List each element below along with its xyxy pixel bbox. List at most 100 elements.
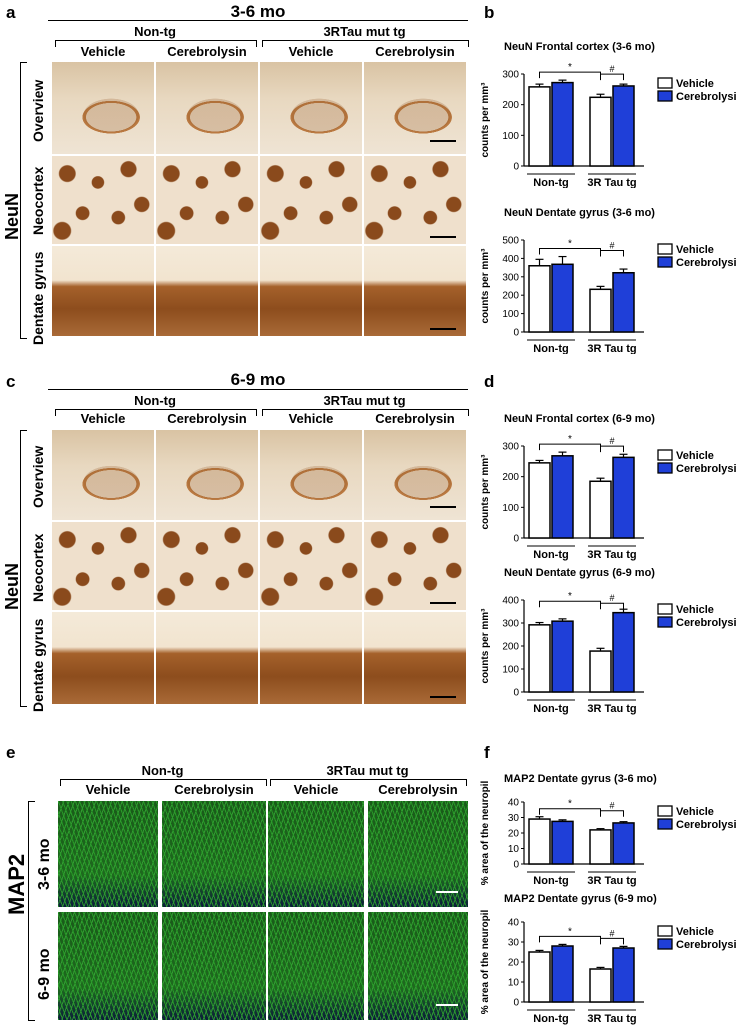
group-label-f1-0: Non-tg — [533, 875, 568, 887]
sig-mark-star-f1: * — [568, 799, 572, 810]
image-c-neocortex-3 — [260, 522, 362, 610]
chart-d1: NeuN Frontal cortex (6-9 mo) counts per m… — [474, 410, 739, 562]
col-cerebrolysin-1-e: Cerebrolysin — [174, 782, 254, 797]
legend-swatch-vehicle-b1 — [657, 77, 673, 89]
y-axis-label-f1: % area of the neuropil — [480, 781, 491, 886]
image-a-dentate-1 — [52, 246, 154, 336]
image-e-69-4 — [368, 912, 468, 1020]
image-a-neocortex-3 — [260, 156, 362, 244]
bar-b2-non-tg-cerebrolysin — [551, 263, 574, 333]
row-neocortex-a: Neocortex — [30, 166, 46, 235]
col-vehicle-1-e: Vehicle — [85, 782, 131, 797]
chart-b1-svg: NeuN Frontal cortex (3-6 mo) counts per m… — [480, 41, 739, 189]
y-tick-label-f1-2: 20 — [508, 829, 520, 840]
bar-d2-3r-tau-tg-vehicle — [589, 650, 612, 693]
legend-swatch-vehicle-d2 — [657, 603, 673, 615]
sig-bracket-hash-f1 — [600, 810, 624, 817]
image-c-neocortex-1 — [52, 522, 154, 610]
legend-label-vehicle-f1: Vehicle — [676, 806, 714, 818]
y-tick-label-d2-0: 0 — [513, 688, 519, 699]
image-e-36-4 — [368, 801, 468, 907]
image-a-neocortex-4 — [364, 156, 466, 244]
chart-title-d2: NeuN Dentate gyrus (6-9 mo) — [504, 567, 655, 579]
y-tick-label-b2-1: 100 — [502, 309, 519, 320]
legend-swatch-vehicle-f2 — [657, 925, 673, 937]
col-cerebrolysin-2-c: Cerebrolysin — [375, 411, 455, 426]
bar-f2-non-tg-vehicle — [528, 951, 551, 1003]
y-tick-label-f2-3: 30 — [508, 938, 520, 949]
panel-label-e: e — [6, 743, 16, 762]
legend-label-vehicle-f2: Vehicle — [676, 926, 714, 938]
group-label-d2-0: Non-tg — [533, 703, 568, 715]
bar-d1-3r-tau-tg-cerebrolysin — [612, 456, 635, 539]
bracket-tg-c — [262, 409, 469, 416]
y-tick-label-b1-0: 0 — [513, 162, 519, 173]
sig-bracket-hash-d1 — [600, 445, 624, 453]
y-tick-label-f2-1: 10 — [508, 978, 520, 989]
image-e-69-1 — [58, 912, 158, 1020]
chart-b2: NeuN Dentate gyrus (3-6 mo) counts per mm… — [474, 202, 739, 355]
col-vehicle-1-a: Vehicle — [80, 44, 126, 59]
legend-swatch-cerebrolysin-b1 — [657, 90, 673, 102]
image-c-overview-1 — [52, 430, 154, 520]
legend-label-cerebrolysin-f1: Cerebrolysin — [676, 819, 736, 831]
image-e-69-2 — [162, 912, 266, 1020]
image-c-neocortex-4 — [364, 522, 466, 610]
chart-d1-svg: NeuN Frontal cortex (6-9 mo) counts per m… — [480, 413, 739, 561]
y-tick-label-f2-4: 40 — [508, 918, 520, 929]
sig-mark-star-b2: * — [568, 239, 572, 250]
section-c-title: 6-9 mo — [230, 370, 286, 389]
bar-f1-3r-tau-tg-cerebrolysin — [612, 822, 635, 865]
image-c-dentate-2 — [156, 612, 258, 704]
panel-label-b: b — [484, 3, 495, 22]
sig-bracket-hash-d2 — [600, 602, 624, 610]
bar-b2-3r-tau-tg-cerebrolysin — [612, 272, 635, 333]
chart-f1: MAP2 Dentate gyrus (3-6 mo) % area of the… — [474, 772, 739, 892]
col-cerebrolysin-2-a: Cerebrolysin — [375, 44, 455, 59]
group-label-d1-0: Non-tg — [533, 549, 568, 561]
bracket-nontg-e — [60, 779, 267, 786]
image-a-dentate-4 — [364, 246, 466, 336]
bracket-tg-e — [270, 779, 467, 786]
image-a-neocortex-1 — [52, 156, 154, 244]
group-label-b2-1: 3R Tau tg — [587, 343, 636, 354]
image-a-overview-3 — [260, 62, 362, 154]
legend-label-cerebrolysin-d2: Cerebrolysin — [676, 617, 736, 629]
image-a-dentate-3 — [260, 246, 362, 336]
y-axis-label-d1: counts per mm³ — [480, 454, 491, 530]
legend-swatch-cerebrolysin-d1 — [657, 462, 673, 474]
row-overview-a: Overview — [30, 79, 46, 142]
bracket-rows-e — [28, 801, 35, 1021]
chart-f2-svg: MAP2 Dentate gyrus (6-9 mo) % area of the… — [480, 893, 739, 1025]
chart-f1-svg: MAP2 Dentate gyrus (3-6 mo) % area of the… — [480, 773, 739, 887]
y-tick-label-b2-2: 200 — [502, 291, 519, 302]
sig-mark-star-b1: * — [568, 62, 572, 73]
legend-swatch-vehicle-b2 — [657, 243, 673, 255]
image-a-overview-1 — [52, 62, 154, 154]
bar-d1-3r-tau-tg-vehicle — [589, 480, 612, 539]
y-tick-label-b1-1: 100 — [502, 131, 519, 142]
section-a-title: 3-6 mo — [230, 2, 286, 21]
bar-b1-non-tg-cerebrolysin — [551, 81, 574, 167]
image-e-69-3 — [268, 912, 364, 1020]
bar-b2-3r-tau-tg-vehicle — [589, 288, 612, 333]
chart-title-b1: NeuN Frontal cortex (3-6 mo) — [504, 41, 655, 53]
bar-f2-3r-tau-tg-vehicle — [589, 968, 612, 1003]
legend-label-vehicle-b2: Vehicle — [676, 244, 714, 256]
y-axis-label-d2: counts per mm³ — [480, 608, 491, 684]
bracket-rows-a — [20, 62, 27, 339]
bar-f2-non-tg-cerebrolysin — [551, 945, 574, 1003]
bar-d1-non-tg-vehicle — [528, 462, 551, 539]
group-label-d1-1: 3R Tau tg — [587, 549, 636, 561]
sig-mark-hash-f1: # — [609, 801, 614, 811]
sig-mark-hash-d1: # — [609, 436, 614, 446]
y-tick-label-f2-0: 0 — [513, 998, 519, 1009]
legend-label-cerebrolysin-d1: Cerebrolysin — [676, 463, 736, 475]
bar-f1-non-tg-cerebrolysin — [551, 820, 574, 865]
legend-label-cerebrolysin-b1: Cerebrolysin — [676, 91, 736, 103]
row-neocortex-c: Neocortex — [30, 533, 46, 602]
group-label-b1-0: Non-tg — [533, 177, 568, 188]
group-label-b2-0: Non-tg — [533, 343, 568, 354]
y-tick-label-d1-3: 300 — [502, 442, 519, 453]
row-6-9-e: 6-9 mo — [36, 948, 53, 1000]
